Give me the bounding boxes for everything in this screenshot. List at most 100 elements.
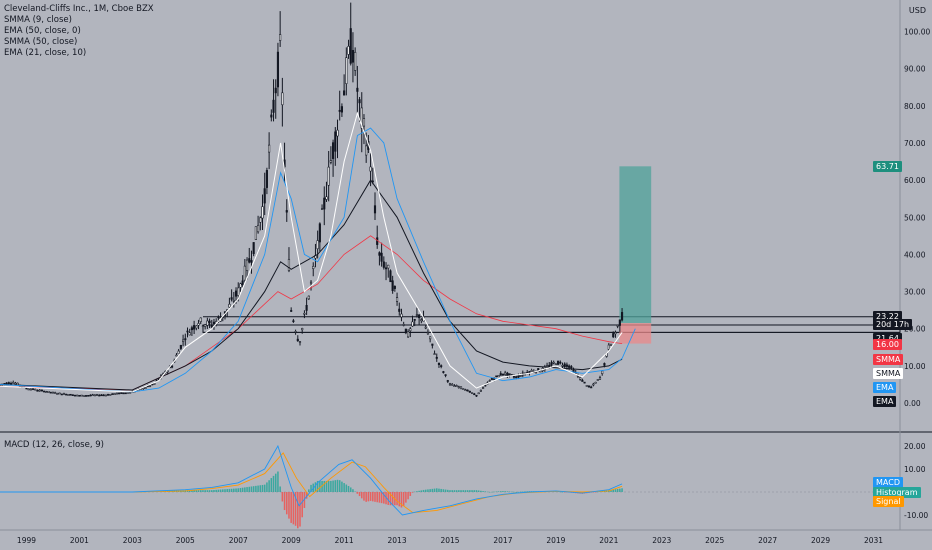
macd-histogram-bar (268, 480, 270, 492)
macd-histogram-bar (559, 491, 562, 493)
macd-histogram-bar (367, 492, 370, 502)
candle-body (587, 385, 591, 388)
x-tick-label: 2013 (388, 536, 407, 545)
candle-body (56, 393, 59, 395)
candle-body (98, 394, 101, 397)
macd-histogram-bar (614, 489, 617, 492)
macd-histogram-bar (389, 492, 392, 506)
candle-body (347, 45, 350, 55)
currency-label[interactable]: USD (908, 6, 926, 15)
macd-y-tick-label: -10.00 (904, 511, 928, 520)
candle-body (539, 370, 542, 373)
indicator-ema50[interactable]: EMA (50, close, 0) (4, 26, 81, 36)
candle-body (499, 373, 502, 376)
candle-body (455, 385, 458, 387)
macd-histogram-bar (204, 490, 206, 492)
indicator-smma50[interactable]: SMMA (50, close) (4, 37, 78, 47)
candle-body (250, 260, 253, 263)
candle-body (60, 393, 63, 396)
candle-body (579, 377, 582, 380)
candle-body (148, 385, 152, 387)
candle-body (89, 394, 92, 397)
macd-histogram-bar (522, 491, 524, 493)
candle-body (124, 392, 127, 395)
macd-histogram-bar (226, 489, 228, 492)
macd-histogram-bar (471, 490, 473, 492)
smma9-line (0, 111, 623, 393)
candle-body (47, 390, 50, 393)
macd-histogram-bar (224, 489, 226, 492)
macd-histogram-bar (255, 485, 257, 492)
macd-histogram-bar (338, 480, 341, 492)
candle-body (459, 386, 463, 389)
candle-body (336, 129, 339, 137)
candle-body (118, 392, 121, 395)
candle-body (557, 360, 560, 365)
candle-body (429, 336, 432, 340)
macd-histogram-bar (332, 480, 334, 492)
macd-y-tick-label: 20.00 (904, 442, 926, 451)
price-tag: 23.22 (873, 311, 902, 323)
candle-body (58, 392, 61, 395)
candle-body (294, 331, 297, 333)
y-tick-label: 80.00 (904, 102, 926, 111)
price-tag: EMA (873, 396, 897, 407)
candle-body (276, 51, 280, 88)
candle-body (411, 321, 414, 327)
candle-body (504, 372, 507, 375)
candle-body (153, 383, 156, 385)
candle-body (384, 267, 388, 270)
candle-body (296, 338, 299, 342)
ema50-line (0, 235, 623, 391)
price-tag: 63.71 (873, 160, 902, 172)
candle-body (585, 385, 588, 387)
candle-body (87, 394, 90, 397)
macd-histogram-bar (499, 491, 502, 492)
candle-body (80, 394, 83, 397)
candle-body (303, 312, 306, 315)
candle-body (62, 393, 66, 395)
candle-body (268, 144, 271, 153)
candle-body (358, 99, 361, 104)
candle-body (338, 109, 341, 112)
candle-body (144, 387, 147, 389)
macd-histogram-bar (409, 492, 412, 496)
candle-body (559, 361, 562, 364)
candle-body (320, 208, 324, 210)
candle-body (334, 131, 337, 152)
y-tick-label: 90.00 (904, 65, 926, 74)
macd-histogram-bar (316, 480, 319, 492)
symbol-title[interactable]: Cleveland-Cliffs Inc., 1M, Cboe BZX (4, 4, 154, 14)
macd-histogram-bar (517, 491, 520, 493)
candle-body (197, 323, 200, 326)
candle-body (389, 270, 392, 283)
indicator-smma9[interactable]: SMMA (9, close) (4, 15, 72, 25)
candle-body (462, 388, 465, 390)
candle-body (550, 362, 553, 366)
macd-histogram-bar (504, 491, 506, 492)
macd-histogram-bar (259, 485, 262, 492)
macd-title[interactable]: MACD (12, 26, close, 9) (4, 440, 104, 450)
candle-body (552, 361, 555, 364)
macd-histogram-bar (310, 484, 312, 492)
macd-histogram-bar (380, 492, 383, 504)
macd-histogram-bar (435, 488, 438, 492)
candle-body (407, 331, 410, 338)
macd-histogram-bar (400, 492, 403, 508)
macd-histogram-bar (438, 488, 440, 492)
y-tick-label: 0.00 (904, 399, 921, 408)
macd-histogram-bar (491, 491, 493, 493)
macd-histogram-bar (495, 491, 498, 493)
indicator-ema21[interactable]: EMA (21, close, 10) (4, 48, 87, 58)
macd-histogram-bar (301, 492, 303, 518)
candle-body (239, 283, 242, 288)
candle-body (104, 394, 107, 397)
candle-body (490, 378, 493, 380)
macd-histogram-bar (431, 488, 434, 492)
macd-histogram-bar (469, 490, 471, 492)
candle-body (351, 50, 355, 63)
x-tick-label: 1999 (17, 536, 36, 545)
y-tick-label: 10.00 (904, 362, 926, 371)
